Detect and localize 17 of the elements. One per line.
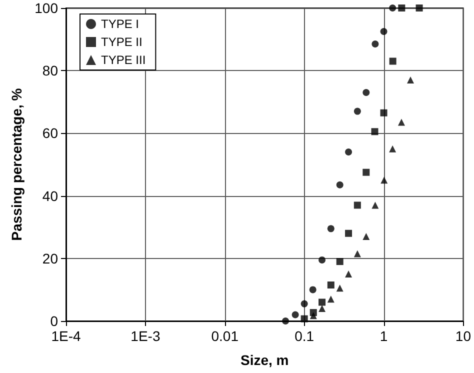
- legend-label: TYPE II: [101, 35, 142, 49]
- x-axis-title: Size, m: [240, 352, 289, 368]
- legend-label: TYPE III: [101, 53, 146, 67]
- y-tick-label: 100: [34, 0, 58, 16]
- x-tick-label: 1E-3: [130, 328, 160, 344]
- y-tick-label: 20: [42, 250, 58, 266]
- legend-label: TYPE I: [101, 17, 140, 31]
- y-tick-label: 40: [42, 188, 58, 204]
- x-tick-label: 10: [455, 328, 472, 344]
- y-tick-label: 0: [50, 313, 58, 329]
- x-tick-label: 0.1: [294, 328, 314, 344]
- x-tick-label: 0.01: [211, 328, 239, 344]
- x-tick-label: 1E-4: [51, 328, 81, 344]
- y-tick-label: 80: [42, 62, 58, 79]
- x-tick-label: 1: [380, 328, 388, 344]
- y-tick-label: 60: [42, 125, 58, 142]
- y-axis-title: Passing percentage, %: [8, 88, 25, 241]
